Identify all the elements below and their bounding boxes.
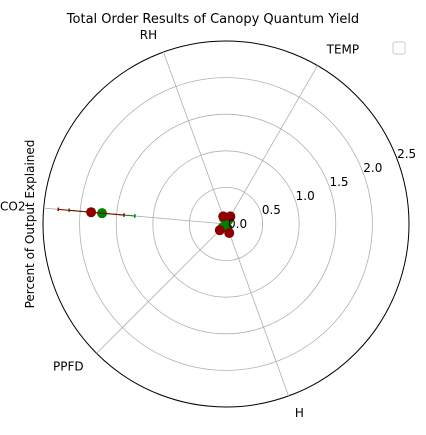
data-point-h [224,227,235,238]
polar-grid [42,40,410,408]
radial-tick-labels: 0.0 0.5 1.0 1.5 2.0 2.5 [228,147,416,231]
y-axis-label: Percent of Output Explained [23,140,37,309]
series-layer [57,207,236,238]
grid-circle [188,186,263,261]
axis-label-ppfd: PPFD [53,359,84,373]
grid-circle [79,77,373,371]
data-point-rh [218,211,229,222]
spoke-h [225,223,289,397]
axis-label-temp: TEMP [326,43,360,57]
polar-frame [42,40,410,408]
axis-spokes [43,51,318,397]
data-point-ppfd [214,225,225,236]
spoke-ppfd [96,223,227,354]
chart-title: Total Order Results of Canopy Quantum Yi… [66,12,359,27]
data-point-co2 [86,207,97,218]
spoke-temp [225,65,318,225]
series-1 [57,207,236,238]
grid-circle [115,113,337,335]
r-tick-label: 1.5 [329,175,348,189]
axis-label-rh: RH [140,28,157,42]
legend-box [392,41,406,55]
axis-label-co2: CO2 [0,199,25,213]
grid-circle [152,150,300,298]
data-point-temp [225,211,236,222]
r-tick-label: 0.0 [228,217,247,231]
r-tick-label: 0.5 [262,203,281,217]
spoke-rh [163,51,227,225]
r-tick-label: 1.0 [296,189,315,203]
axis-label-h: H [295,406,304,420]
r-tick-label: 2.5 [397,147,416,161]
axis-labels: RH TEMP H PPFD CO2 [0,28,359,420]
r-tick-label: 2.0 [363,161,382,175]
